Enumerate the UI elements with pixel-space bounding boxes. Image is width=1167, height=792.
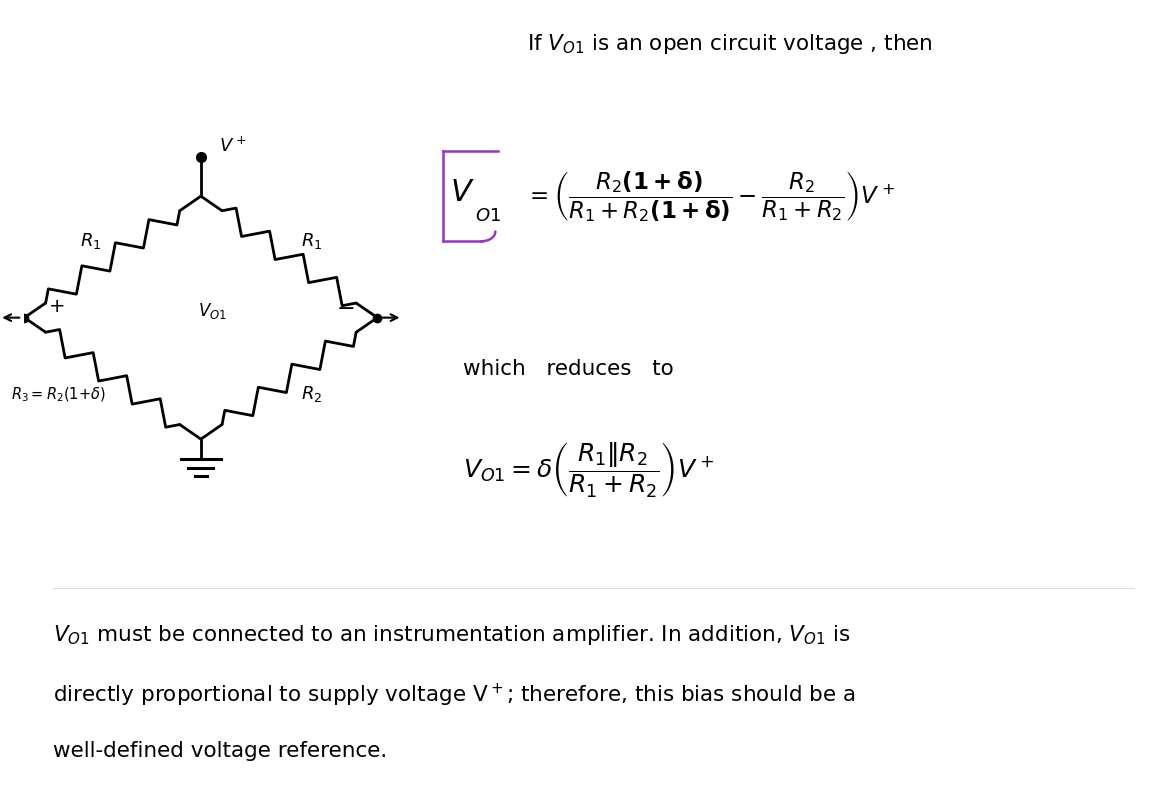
- Text: directly proportional to supply voltage V$^+$; therefore, this bias should be a: directly proportional to supply voltage …: [53, 682, 855, 710]
- Text: $\mathit{V}^+$: $\mathit{V}^+$: [219, 136, 246, 155]
- Text: $V_{O1}$ must be connected to an instrumentation amplifier. In addition, $V_{O1}: $V_{O1}$ must be connected to an instrum…: [53, 623, 851, 647]
- Text: $\mathit{V}_{O1}$: $\mathit{V}_{O1}$: [198, 301, 226, 321]
- Text: $-$: $-$: [336, 297, 355, 317]
- Text: well-defined voltage reference.: well-defined voltage reference.: [53, 741, 387, 761]
- Text: which   reduces   to: which reduces to: [463, 359, 673, 379]
- Text: $\mathit{R}_1$: $\mathit{R}_1$: [79, 230, 102, 251]
- Text: $\mathit{R}_3{=}\mathit{R}_2(1{+}\delta)$: $\mathit{R}_3{=}\mathit{R}_2(1{+}\delta)…: [12, 385, 106, 404]
- Text: $\mathit{V}_{\mathit{O1}} = \delta\left(\dfrac{\mathit{R}_1 \| \mathit{R}_2}{\ma: $\mathit{V}_{\mathit{O1}} = \delta\left(…: [463, 441, 714, 500]
- Text: $\mathit{O1}$: $\mathit{O1}$: [475, 207, 501, 225]
- Text: $+$: $+$: [48, 297, 64, 316]
- Text: $\mathbf{\mathit{V}}$: $\mathbf{\mathit{V}}$: [450, 177, 475, 208]
- Text: $\mathit{R}_1$: $\mathit{R}_1$: [301, 230, 322, 251]
- Text: $= \left(\dfrac{\mathit{R}_2\mathbf{(1+\delta)}}{\mathit{R}_1+\mathit{R}_2\mathb: $= \left(\dfrac{\mathit{R}_2\mathbf{(1+\…: [525, 169, 895, 223]
- Text: $\mathit{R}_2$: $\mathit{R}_2$: [301, 384, 322, 405]
- Text: If $V_{O1}$ is an open circuit voltage , then: If $V_{O1}$ is an open circuit voltage ,…: [527, 32, 934, 55]
